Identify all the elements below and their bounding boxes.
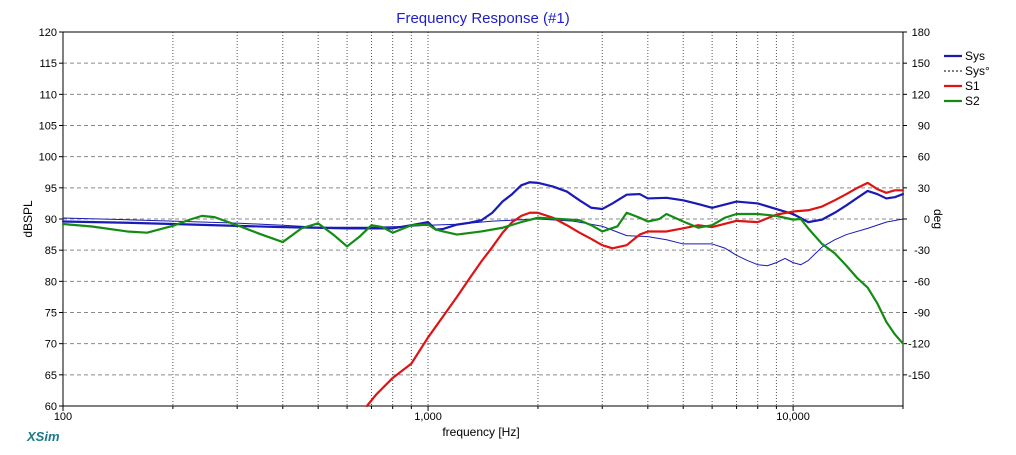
chart-title: Frequency Response (#1) — [396, 10, 569, 27]
y-tick-label: 65 — [45, 370, 57, 382]
series-line-s1 — [365, 181, 905, 408]
y-tick-label: 90 — [45, 214, 57, 226]
series-line-s2 — [61, 211, 905, 345]
y2-axis-title: deg — [931, 209, 945, 229]
y2-tick-label: 90 — [918, 121, 930, 133]
y2-tick-label: -150 — [908, 370, 930, 382]
y2-tick-label: 150 — [912, 58, 930, 70]
x-tick-label: 10,000 — [776, 411, 810, 423]
y-tick-label: 100 — [39, 152, 57, 164]
y2-tick-label: 180 — [912, 27, 930, 39]
series-line-sys-phase — [62, 217, 904, 267]
legend-label: S2 — [965, 94, 980, 108]
y2-tick-label: 30 — [918, 183, 930, 195]
x-axis-title: frequency [Hz] — [442, 425, 519, 439]
y2-tick-label: -60 — [914, 276, 930, 288]
y-tick-label: 105 — [39, 121, 57, 133]
y-tick-label: 115 — [39, 58, 57, 70]
y2-tick-label: -30 — [914, 245, 930, 257]
y-tick-label: 80 — [45, 276, 57, 288]
y-tick-label: 85 — [45, 245, 57, 257]
x-tick-label: 1,000 — [414, 411, 442, 423]
y-tick-label: 60 — [45, 401, 57, 413]
y2-tick-label: 120 — [912, 89, 930, 101]
y2-tick-label: -90 — [914, 308, 930, 320]
y-axis-title: dBSPL — [21, 200, 35, 238]
y-tick-label: 120 — [39, 27, 57, 39]
y2-tick-label: 60 — [918, 152, 930, 164]
y-tick-label: 70 — [45, 339, 57, 351]
x-tick-label: 100 — [54, 411, 72, 423]
legend-label: Sys — [965, 49, 985, 63]
y2-tick-label: 0 — [924, 214, 930, 226]
y2-tick-label: -120 — [908, 339, 930, 351]
y-tick-label: 110 — [39, 89, 57, 101]
axis-ticks: 60 65 70 75 80 85 90 95 100 105 110 115 120 -150 -120 -… — [39, 27, 930, 423]
y-tick-label: 75 — [45, 308, 57, 320]
series-line-sys — [61, 181, 905, 231]
series-lines — [61, 181, 905, 408]
y-tick-label: 95 — [45, 183, 57, 195]
brand-label: XSim — [26, 429, 60, 444]
legend-label: Sys° — [965, 64, 990, 78]
legend-label: S1 — [965, 79, 980, 93]
